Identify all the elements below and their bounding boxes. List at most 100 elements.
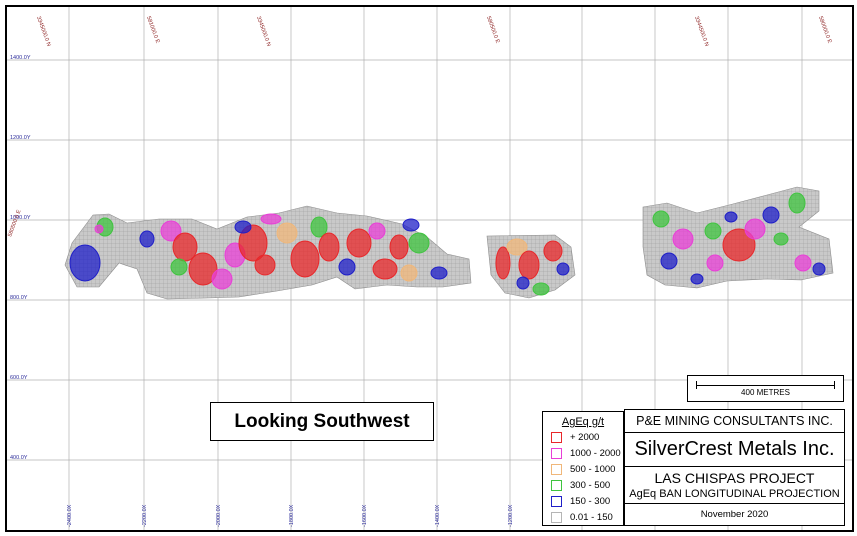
legend-item-label: 0.01 - 150	[570, 512, 613, 523]
grade-block-cluster	[724, 211, 738, 223]
elevation-label: 1400.0Y	[10, 55, 31, 61]
scale-bar-left-tick	[696, 381, 697, 389]
legend-swatch	[551, 480, 562, 491]
grade-block-cluster	[276, 222, 298, 244]
elevation-label: 800.0Y	[10, 295, 28, 301]
grade-block-cluster	[788, 192, 806, 214]
section-label: -1400.0X	[435, 504, 441, 527]
legend-item: 150 - 300	[551, 495, 623, 508]
section-label: -1600.0X	[362, 504, 368, 527]
grade-block-cluster	[402, 218, 420, 232]
coordinate-label: 580000.0 E	[817, 16, 832, 45]
legend-item-label: 150 - 300	[570, 496, 611, 507]
scale-bar: 400 METRES	[687, 375, 844, 402]
left-coordinate-label: 580500.0 E	[7, 209, 22, 238]
legend-swatch	[551, 496, 562, 507]
grade-block-cluster	[290, 240, 320, 278]
grade-block-cluster	[372, 258, 398, 280]
grade-block-cluster	[652, 210, 670, 228]
grade-block-cluster	[690, 273, 704, 285]
elevation-label: 400.0Y	[10, 455, 28, 461]
legend-swatch	[551, 448, 562, 459]
grade-block-cluster	[506, 238, 528, 256]
grade-block-cluster	[389, 234, 409, 260]
grade-block-cluster	[722, 228, 756, 262]
legend-item: + 2000	[551, 431, 623, 444]
grade-block-cluster	[762, 206, 780, 224]
grade-block-cluster	[518, 250, 540, 280]
grade-block-cluster	[430, 266, 448, 280]
grade-block-cluster	[170, 258, 188, 276]
grade-block-cluster	[744, 218, 766, 240]
projection-subtitle: AgEq BAN LONGITUDINAL PROJECTION	[625, 487, 844, 504]
grade-block-cluster	[812, 262, 826, 276]
coordinate-label: 3344500.0 N	[693, 16, 709, 48]
grade-block-cluster	[346, 228, 372, 258]
grade-block-cluster	[69, 244, 101, 282]
section-label: -2000.0X	[216, 504, 222, 527]
elevation-label: 1000.0Y	[10, 215, 31, 221]
scale-bar-line	[696, 385, 835, 386]
coordinate-label: 3345000.0 N	[255, 16, 271, 48]
legend-item: 300 - 500	[551, 479, 623, 492]
grade-block-cluster	[139, 230, 155, 248]
grade-block-cluster	[706, 254, 724, 272]
longitudinal-projection-map: 1400.0Y 1200.0Y 1000.0Y 800.0Y 600.0Y 400.0Y 3…	[7, 7, 852, 530]
legend-item-label: 1000 - 2000	[570, 448, 621, 459]
legend-swatch	[551, 464, 562, 475]
grade-block-cluster	[338, 258, 356, 276]
grade-block-cluster	[238, 224, 268, 262]
grade-block-cluster	[254, 254, 276, 276]
grade-block-cluster	[660, 252, 678, 270]
elevation-label: 600.0Y	[10, 375, 28, 381]
legend-swatch	[551, 432, 562, 443]
section-label: -1800.0X	[289, 504, 295, 527]
grade-block-cluster	[318, 232, 340, 262]
legend-item: 0.01 - 150	[551, 511, 623, 524]
grade-block-cluster	[408, 232, 430, 254]
grade-block-cluster	[310, 216, 328, 238]
report-date: November 2020	[700, 509, 769, 520]
grade-block-cluster	[160, 220, 182, 242]
elevation-label: 1200.0Y	[10, 135, 31, 141]
grade-block-cluster	[495, 246, 511, 280]
legend-item-label: 500 - 1000	[570, 464, 616, 475]
view-direction-label: Looking Southwest	[210, 402, 434, 441]
grade-block-cluster	[532, 282, 550, 296]
grade-block-cluster	[94, 224, 104, 234]
map-frame: 1400.0Y 1200.0Y 1000.0Y 800.0Y 600.0Y 400.0Y 3…	[5, 5, 854, 532]
grade-block-cluster	[188, 252, 218, 286]
resource-block-model	[64, 186, 834, 300]
grade-block-cluster	[260, 213, 282, 225]
coordinate-label: 580500.0 E	[485, 16, 500, 45]
grade-block-cluster	[773, 232, 789, 246]
project-name: LAS CHISPAS PROJECT	[654, 470, 815, 486]
scale-bar-label: 400 METRES	[741, 388, 790, 397]
section-label: -2200.0X	[142, 504, 148, 527]
grade-block-cluster	[368, 222, 386, 240]
grade-block-cluster	[400, 264, 418, 282]
client-name: SilverCrest Metals Inc.	[625, 433, 844, 467]
grade-block-cluster	[794, 254, 812, 272]
scale-bar-right-tick	[834, 381, 835, 389]
consultant-name: P&E MINING CONSULTANTS INC.	[625, 410, 844, 433]
legend-item: 1000 - 2000	[551, 447, 623, 460]
coordinate-label: 581000.0 E	[145, 16, 160, 45]
title-block: P&E MINING CONSULTANTS INC. SilverCrest …	[624, 409, 845, 526]
legend-item-label: + 2000	[570, 432, 600, 443]
grade-block-cluster	[672, 228, 694, 250]
grade-block-cluster	[543, 240, 563, 262]
legend-item: 500 - 1000	[551, 463, 623, 476]
grade-legend: AgEq g/t + 2000 1000 - 2000 500 - 1000 300 …	[542, 411, 624, 526]
grade-block-cluster	[556, 262, 570, 276]
section-label: -2400.0X	[67, 504, 73, 527]
grade-block-cluster	[704, 222, 722, 240]
grade-block-cluster	[516, 276, 530, 290]
grade-block-cluster	[234, 220, 252, 234]
legend-title: AgEq g/t	[561, 416, 605, 428]
coordinate-label: 3345000.0 N	[35, 16, 51, 48]
legend-item-label: 300 - 500	[570, 480, 611, 491]
legend-swatch	[551, 512, 562, 523]
section-label: -1200.0X	[508, 504, 514, 527]
grade-block-cluster	[211, 268, 233, 290]
